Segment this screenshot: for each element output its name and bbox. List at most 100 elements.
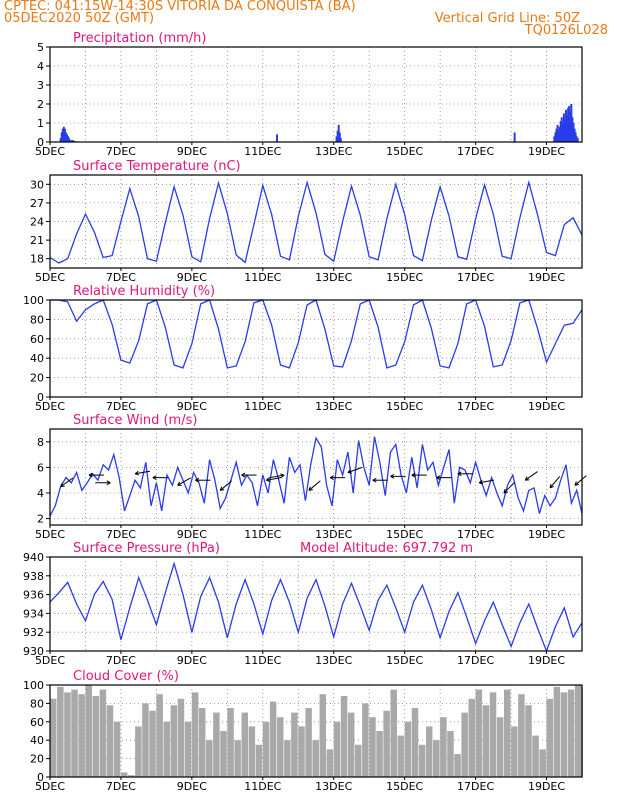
cloud-bar (489, 692, 497, 777)
precip-bar (62, 126, 65, 142)
temp-xtick-label: 5DEC (35, 271, 65, 284)
precip-bar (560, 117, 563, 142)
cloud-bar (184, 721, 192, 777)
cloud-bar (50, 698, 57, 777)
pres-series-line (49, 561, 583, 653)
cloud-bar (546, 698, 554, 777)
precip-xtick-label: 13DEC (315, 145, 352, 158)
wind-barb-head (329, 477, 334, 480)
cloud-bar (433, 740, 440, 777)
cloud-bar (560, 692, 568, 777)
wind-barb (347, 466, 363, 473)
wind-barb-head (220, 489, 225, 491)
precip-bar (574, 132, 577, 142)
precip-bar (556, 124, 559, 142)
cloud-xtick-label: 9DEC (177, 780, 207, 793)
temp-xtick-label: 19DEC (528, 271, 565, 284)
pres-xtick-label: 11DEC (244, 654, 281, 667)
wind-barb-head (308, 486, 311, 491)
cloud-xtick-label: 15DEC (386, 780, 423, 793)
cloud-bar (291, 712, 298, 777)
rh-ytick-label: 20 (30, 372, 44, 385)
wind-barb-head (372, 479, 377, 483)
cloud-bar (390, 689, 397, 777)
rh-ytick-label: 0 (37, 391, 44, 404)
cloud-bar (319, 694, 327, 777)
cloud-bar (248, 726, 256, 777)
precip-bar (575, 136, 578, 142)
precip-bar (275, 134, 278, 142)
wind-barb (308, 480, 321, 491)
wind-barb-head (574, 481, 577, 486)
cloud-ytick-label: 20 (30, 753, 44, 766)
cloud-bar (85, 685, 92, 777)
cloud-bar (326, 749, 334, 777)
temp-xtick-label: 11DEC (244, 271, 281, 284)
precip-bar (571, 117, 574, 142)
wind-barb-head (195, 477, 200, 481)
cloud-bar (241, 712, 249, 777)
wind-barb-head (152, 475, 157, 479)
rh-xtick-label: 19DEC (528, 400, 565, 413)
cloud-bar (220, 731, 227, 777)
precip-xtick-label: 19DEC (528, 145, 565, 158)
cloud-ytick-label: 40 (30, 734, 44, 747)
cloud-bar (447, 731, 454, 777)
wind-barb-head (457, 471, 462, 475)
precip-bar (338, 132, 341, 142)
rh-xtick-label: 7DEC (106, 400, 136, 413)
precip-bar (61, 128, 64, 142)
wind-barb (503, 482, 515, 494)
wind-barb (524, 471, 538, 481)
cloud-ytick-label: 0 (37, 771, 44, 784)
wind-xtick-label: 15DEC (386, 528, 423, 541)
precip-bar (59, 138, 62, 142)
cloud-bar (482, 705, 490, 777)
pres-title: Surface Pressure (hPa) (73, 541, 220, 556)
wind-barb-head (329, 475, 334, 479)
cloud-bar (553, 686, 561, 777)
cloud-xtick-label: 5DEC (35, 780, 65, 793)
cloud-bar (113, 721, 121, 777)
rh-xtick-label: 17DEC (457, 400, 494, 413)
precip-bar (573, 128, 576, 142)
precip-xtick-label: 17DEC (457, 145, 494, 158)
cloud-bar (340, 696, 348, 777)
wind-barb-head (106, 482, 111, 486)
cloud-bar (191, 692, 199, 777)
wind-barb-head (549, 483, 552, 488)
cloud-xtick-label: 13DEC (315, 780, 352, 793)
cloud-bar (298, 726, 305, 777)
cloud-xtick-label: 7DEC (106, 780, 136, 793)
wind-barb (60, 477, 74, 488)
precip-bar (572, 123, 575, 142)
wind-barb-head (411, 472, 416, 476)
cloud-bar (234, 740, 241, 777)
precip-bar (567, 107, 570, 142)
wind-xtick-label: 19DEC (528, 528, 565, 541)
cloud-bar (369, 717, 376, 777)
precip-bar (561, 123, 564, 142)
wind-ytick-label: 2 (37, 513, 44, 526)
cloud-bar (425, 726, 433, 777)
pres-xtick-label: 19DEC (528, 654, 565, 667)
cloud-bar (156, 694, 163, 777)
header-grid-line: Vertical Grid Line: 50Z (434, 11, 580, 26)
wind-xtick-label: 9DEC (177, 528, 207, 541)
wind-barb-head (478, 479, 483, 484)
temp-xtick-label: 13DEC (315, 271, 352, 284)
cloud-ytick-label: 60 (30, 716, 44, 729)
cloud-bar (78, 694, 85, 777)
rh-title: Relative Humidity (%) (73, 284, 215, 299)
pres-frame (49, 556, 583, 652)
precip-bar (562, 113, 565, 142)
precip-bar (339, 138, 342, 142)
wind-barb-head (266, 477, 270, 481)
wind-barb-head (88, 474, 93, 478)
wind-barb-head (503, 489, 506, 494)
cloud-bar (574, 685, 582, 777)
wind-barb-head (177, 481, 181, 486)
pres-xtick-label: 17DEC (457, 654, 494, 667)
cloud-bar (496, 717, 504, 777)
wind-barb (266, 477, 282, 481)
